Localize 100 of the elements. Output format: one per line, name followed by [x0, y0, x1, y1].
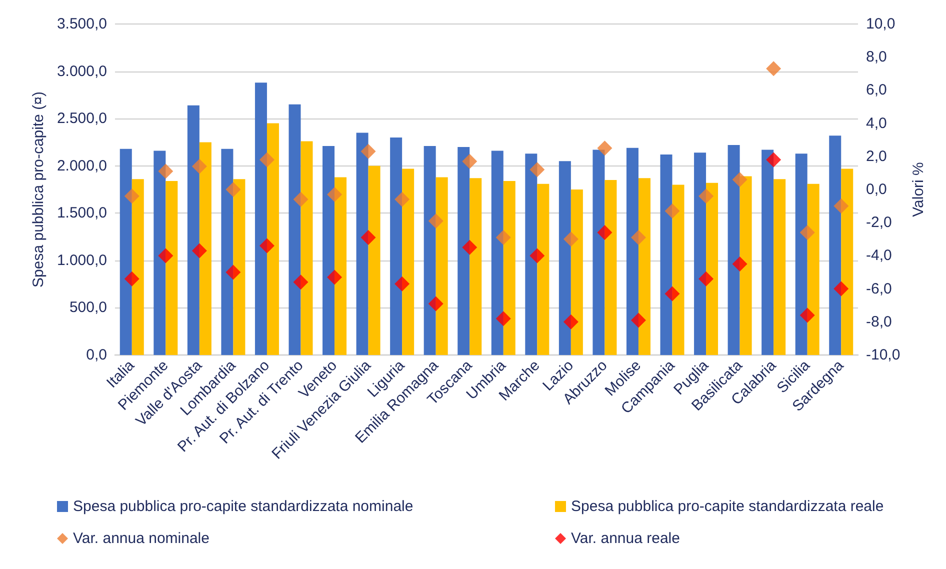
- point: [158, 248, 174, 264]
- bar: [288, 104, 301, 355]
- legend-label: Spesa pubblica pro-capite standardizzata reale: [571, 498, 884, 515]
- bar: [570, 190, 583, 355]
- point: [834, 281, 849, 296]
- y-tick-label: 3.500,0: [56, 16, 107, 32]
- point: [192, 243, 207, 258]
- bar: [626, 148, 638, 355]
- y2-tick-label: -2,0: [866, 214, 892, 232]
- bar: [424, 146, 436, 355]
- bar: [187, 105, 200, 355]
- bar: [254, 82, 267, 355]
- point: [766, 61, 782, 76]
- legend-label: Spesa pubblica pro-capite standardizzata nominale: [73, 498, 414, 515]
- bar: [300, 141, 313, 355]
- point: [360, 230, 376, 245]
- bar: [221, 148, 234, 355]
- bar: [503, 180, 516, 355]
- y-tick-label: 500,0: [69, 299, 107, 316]
- legend-label: Var. annua nominale: [73, 530, 210, 547]
- bar: [368, 166, 380, 355]
- point: [462, 154, 478, 169]
- y2-tick-label: 0,0: [866, 181, 887, 198]
- point: [698, 271, 714, 286]
- y2-tick-label: -10,0: [866, 346, 900, 364]
- point: [496, 230, 511, 245]
- bar: [604, 180, 617, 355]
- point: [597, 225, 612, 240]
- bar: [762, 150, 774, 355]
- bar: [120, 148, 132, 355]
- bar: [728, 145, 740, 355]
- point: [530, 162, 545, 178]
- y2-tick-label: 8,0: [866, 48, 887, 66]
- y2-tick-label: -4,0: [866, 247, 892, 264]
- point: [124, 271, 140, 286]
- bar: [266, 123, 279, 355]
- y-tick-label: 1.500,0: [56, 204, 107, 222]
- bar: [660, 154, 672, 355]
- bar: [706, 182, 718, 355]
- bar: [402, 168, 414, 355]
- bar: [694, 152, 706, 355]
- bar: [795, 154, 808, 355]
- point: [496, 311, 511, 326]
- bar: [436, 177, 448, 355]
- point: [732, 256, 748, 272]
- bar: [638, 178, 650, 355]
- point: [630, 230, 646, 245]
- point: [530, 248, 545, 264]
- bar: [356, 132, 368, 355]
- bar: [537, 184, 550, 355]
- point: [664, 286, 680, 302]
- bar: [491, 150, 504, 355]
- bar: [558, 161, 571, 355]
- point: [563, 314, 578, 330]
- y2-tick-label: 6,0: [866, 82, 887, 99]
- bar: [740, 176, 752, 355]
- y-tick-label: 0,0: [86, 346, 107, 364]
- point: [732, 172, 748, 188]
- bar: [672, 184, 684, 355]
- y2-tick-label: -6,0: [866, 280, 892, 298]
- point: [293, 274, 308, 290]
- y2-tick-label: -8,0: [866, 313, 892, 330]
- legend-label: Var. annua reale: [571, 530, 680, 547]
- y2-tick-label: 4,0: [866, 114, 887, 132]
- y-tick-label: 2.500,0: [56, 110, 107, 128]
- bar: [199, 142, 212, 355]
- y-axis-title: Spesa pubblica pro-capite (¤): [30, 92, 48, 288]
- y2-axis-title: Valori %: [910, 162, 928, 217]
- point: [630, 312, 646, 328]
- bar: [592, 150, 605, 355]
- point: [226, 264, 241, 280]
- bar: [829, 136, 842, 355]
- bar: [132, 179, 144, 355]
- point: [664, 204, 680, 219]
- bar: [807, 184, 820, 355]
- y-tick-label: 2.000,0: [56, 157, 107, 174]
- point: [293, 192, 308, 207]
- point: [800, 308, 815, 323]
- bar: [774, 179, 786, 355]
- bar: [470, 178, 482, 355]
- bar: [458, 146, 470, 355]
- point: [192, 158, 207, 174]
- bar: [233, 179, 246, 355]
- point: [360, 144, 376, 159]
- point: [327, 270, 342, 285]
- point: [394, 192, 410, 207]
- point: [462, 240, 478, 255]
- bar: [334, 177, 347, 355]
- point: [766, 152, 782, 168]
- point: [563, 232, 578, 247]
- y-tick-label: 1.000,0: [56, 252, 107, 269]
- y2-tick-label: 10,0: [866, 16, 896, 32]
- bar: [166, 180, 178, 355]
- point: [428, 213, 444, 228]
- point: [327, 186, 342, 202]
- point: [259, 152, 274, 168]
- point: [834, 198, 849, 214]
- bar: [390, 137, 402, 355]
- point: [226, 182, 241, 197]
- bar: [154, 150, 166, 355]
